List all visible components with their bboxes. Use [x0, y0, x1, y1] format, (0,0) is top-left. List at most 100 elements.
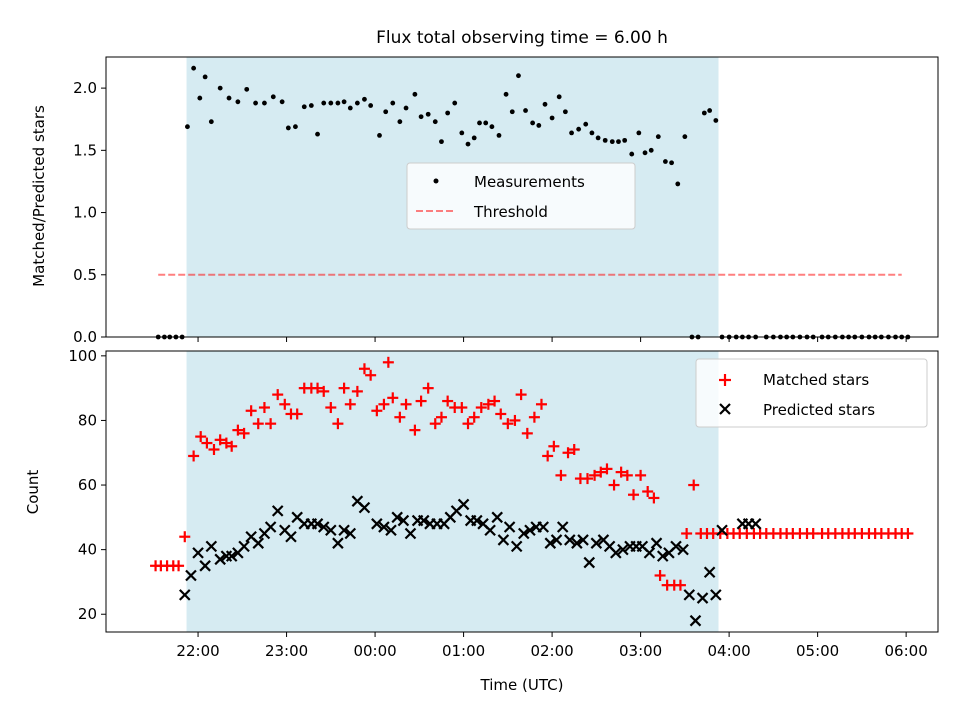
matched-star-point [521, 427, 533, 439]
measurement-point [226, 95, 232, 101]
x-stroke-b [710, 589, 722, 601]
matched-star-point [456, 402, 468, 414]
predicted-star-point [391, 511, 403, 524]
matched-star-point [415, 395, 427, 407]
x-stroke-b [264, 521, 277, 533]
matched-star-point [589, 469, 601, 481]
x-stroke-b [371, 518, 383, 530]
predicted-star-point [556, 521, 569, 533]
x-stroke-b [245, 530, 257, 543]
x-stroke-b [597, 534, 610, 546]
x-stroke-b [311, 518, 324, 530]
matched-star-point [468, 411, 480, 423]
x-stroke-b [689, 614, 702, 627]
predicted-star-point [471, 514, 483, 527]
x-stroke-b [683, 589, 696, 601]
predicted-star-point [385, 524, 397, 537]
predicted-star-point [677, 543, 689, 556]
measurement-point [377, 133, 382, 138]
matched-star-point [542, 450, 554, 462]
measurement-point [432, 119, 438, 125]
measurement-point [403, 105, 409, 111]
predicted-star-point [338, 524, 350, 537]
measurement-point [675, 181, 681, 187]
measurement-point [569, 130, 574, 136]
predicted-star-point [325, 524, 337, 537]
measurement-point [253, 100, 258, 106]
x-stroke-b [344, 527, 357, 540]
measurement-point [397, 119, 403, 125]
predicted-star-point [238, 540, 250, 553]
matched-star-point [245, 405, 257, 417]
x-stroke-b [603, 540, 616, 553]
x-stroke-b [325, 524, 337, 537]
chart-title: Flux total observing time = 6.00 h [376, 28, 668, 48]
measurement-point [530, 120, 536, 126]
legend-label-measurements: Measurements [474, 173, 585, 191]
measurement-point [523, 108, 528, 113]
predicted-star-point [577, 534, 589, 546]
predicted-star-point [524, 524, 536, 537]
legend-marker-predicted [719, 403, 731, 415]
measurement-point [390, 100, 396, 106]
matched-star-point [482, 398, 494, 410]
matched-star-point [382, 356, 394, 368]
x-stroke-b [670, 540, 682, 553]
matched-star-point [435, 411, 447, 423]
measurement-point [362, 96, 367, 102]
x-stroke-b [178, 589, 191, 601]
x-tick-label: 01:00 [442, 642, 485, 660]
legend-label-matched: Matched stars [763, 371, 869, 389]
measurement-point [315, 131, 320, 137]
x-tick-label: 23:00 [265, 642, 308, 660]
matched-star-point [535, 398, 547, 410]
measurement-point [328, 100, 334, 106]
predicted-star-point [550, 534, 563, 546]
x-stroke-b [397, 514, 410, 527]
matched-star-point [648, 492, 660, 504]
matched-star-point [654, 569, 666, 581]
x-stroke-b [391, 511, 403, 524]
measurement-point [354, 100, 360, 106]
predicted-star-point [617, 543, 629, 556]
predicted-star-point [178, 589, 191, 601]
x-stroke-b [225, 550, 238, 562]
measurement-point [301, 104, 307, 110]
matched-star-point [344, 398, 356, 410]
measurement-point [542, 101, 548, 107]
measurement-point [279, 99, 285, 105]
x-tick-label: 06:00 [885, 642, 928, 660]
matched-star-point [528, 411, 540, 423]
measurement-point [459, 130, 465, 136]
predicted-star-point [311, 518, 324, 530]
matched-star-point [318, 385, 330, 397]
measurement-point [636, 130, 642, 136]
predicted-star-point [317, 521, 330, 533]
matched-star-point [238, 427, 250, 439]
x-stroke-b [358, 501, 371, 514]
measurement-point [185, 124, 190, 130]
count-panel: 20 40 60 80 100 22:00 23:00 00:00 01:00 02:00 03:0… [68, 347, 939, 660]
predicted-star-point [670, 540, 682, 553]
measurement-point [556, 94, 562, 100]
x-stroke-b [571, 537, 583, 549]
measurement-point [412, 91, 418, 97]
predicted-star-point [271, 505, 284, 517]
predicted-star-point [583, 556, 596, 569]
measurement-point [483, 120, 489, 126]
x-stroke-b [279, 524, 291, 537]
matched-star-point [615, 466, 627, 478]
matched-star-point [409, 424, 421, 436]
x-stroke-b [378, 521, 390, 533]
measurement-point [452, 100, 458, 106]
y-tick-label: 60 [78, 476, 97, 494]
matched-star-point [462, 418, 474, 430]
x-stroke-b [703, 566, 716, 579]
measurement-point [425, 111, 431, 117]
matched-star-point [387, 392, 399, 404]
predicted-star-point [650, 537, 663, 549]
matched-star-point [325, 402, 337, 414]
x-stroke-b [271, 505, 284, 517]
ratio-ylabel: Matched/Predicted stars [30, 105, 48, 287]
x-stroke-b [285, 530, 297, 543]
